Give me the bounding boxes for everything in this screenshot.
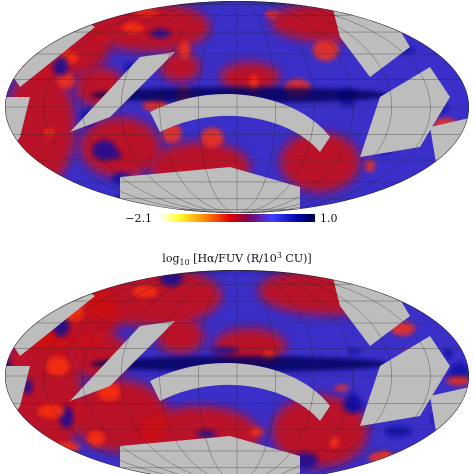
emission-clump xyxy=(51,465,67,474)
masked-region xyxy=(150,93,330,152)
label-part: log xyxy=(162,252,179,265)
graticule-meridian xyxy=(43,270,431,474)
emission-clump xyxy=(178,41,191,59)
sky-map-bottom xyxy=(5,270,469,474)
emission-clump xyxy=(111,151,122,160)
emission-clump xyxy=(19,448,38,461)
graticule-meridian xyxy=(159,1,315,213)
graticule-meridian xyxy=(82,1,392,213)
label-part: CU)] xyxy=(282,252,312,265)
emission-clump xyxy=(51,193,61,213)
masked-region xyxy=(120,167,300,213)
emission-clump xyxy=(384,425,412,437)
colorbar-axis-label: log10 [Hα/FUV (R/103 CU)] xyxy=(162,251,311,267)
emission-clump xyxy=(56,72,75,89)
emission-clump xyxy=(5,324,21,343)
graticule-meridian xyxy=(82,270,392,474)
emission-clump xyxy=(23,170,44,184)
emission-clump xyxy=(53,56,69,76)
emission-region xyxy=(220,62,280,92)
emission-clump xyxy=(92,139,117,161)
emission-clump xyxy=(365,159,376,173)
label-subscript: 10 xyxy=(179,258,189,267)
masked-region xyxy=(430,386,469,456)
masked-region xyxy=(150,362,330,421)
emission-region xyxy=(160,52,200,82)
emission-region xyxy=(272,395,368,467)
emission-clump xyxy=(37,404,65,419)
emission-clump xyxy=(64,463,79,474)
masked-region xyxy=(5,167,30,213)
masked-region xyxy=(5,436,30,474)
emission-clump xyxy=(347,348,361,355)
emission-clump xyxy=(334,384,349,392)
emission-clump xyxy=(8,172,20,192)
colorbar xyxy=(160,214,315,222)
graticule-meridian xyxy=(120,1,354,213)
emission-clump xyxy=(200,127,224,148)
emission-clump xyxy=(312,39,339,61)
emission-clump xyxy=(87,430,105,447)
emission-clump xyxy=(416,184,427,198)
emission-clump xyxy=(150,29,171,39)
emission-clump xyxy=(249,427,264,436)
emission-clump xyxy=(5,60,9,82)
graticule-meridian xyxy=(198,1,276,213)
sky-map-top xyxy=(5,1,469,213)
masked-region xyxy=(70,52,175,132)
emission-clump xyxy=(329,436,339,449)
graticule-meridian xyxy=(120,270,354,474)
masked-region xyxy=(70,321,175,401)
label-superscript: 3 xyxy=(277,251,282,260)
emission-clump xyxy=(368,451,392,465)
emission-clump xyxy=(446,375,469,386)
emission-clump xyxy=(196,430,217,438)
emission-clump xyxy=(132,285,158,298)
emission-clump xyxy=(264,10,280,18)
graticule-meridian xyxy=(43,1,431,213)
graticule-meridian xyxy=(159,270,315,474)
emission-clump xyxy=(134,9,159,16)
emission-clump xyxy=(342,398,364,413)
masked-region xyxy=(430,117,469,187)
emission-clump xyxy=(49,189,66,199)
emission-region xyxy=(280,132,360,192)
colorbar-max-label: 1.0 xyxy=(320,212,338,225)
emission-region xyxy=(80,117,160,177)
emission-clump xyxy=(211,347,239,354)
colorbar-min-label: −2.1 xyxy=(125,212,152,225)
graticule-meridian xyxy=(198,270,276,474)
emission-clump xyxy=(32,38,49,46)
label-part: [Hα/FUV (R/10 xyxy=(190,252,277,265)
emission-clump xyxy=(435,452,444,471)
emission-clump xyxy=(46,356,70,377)
emission-clump xyxy=(443,349,453,359)
